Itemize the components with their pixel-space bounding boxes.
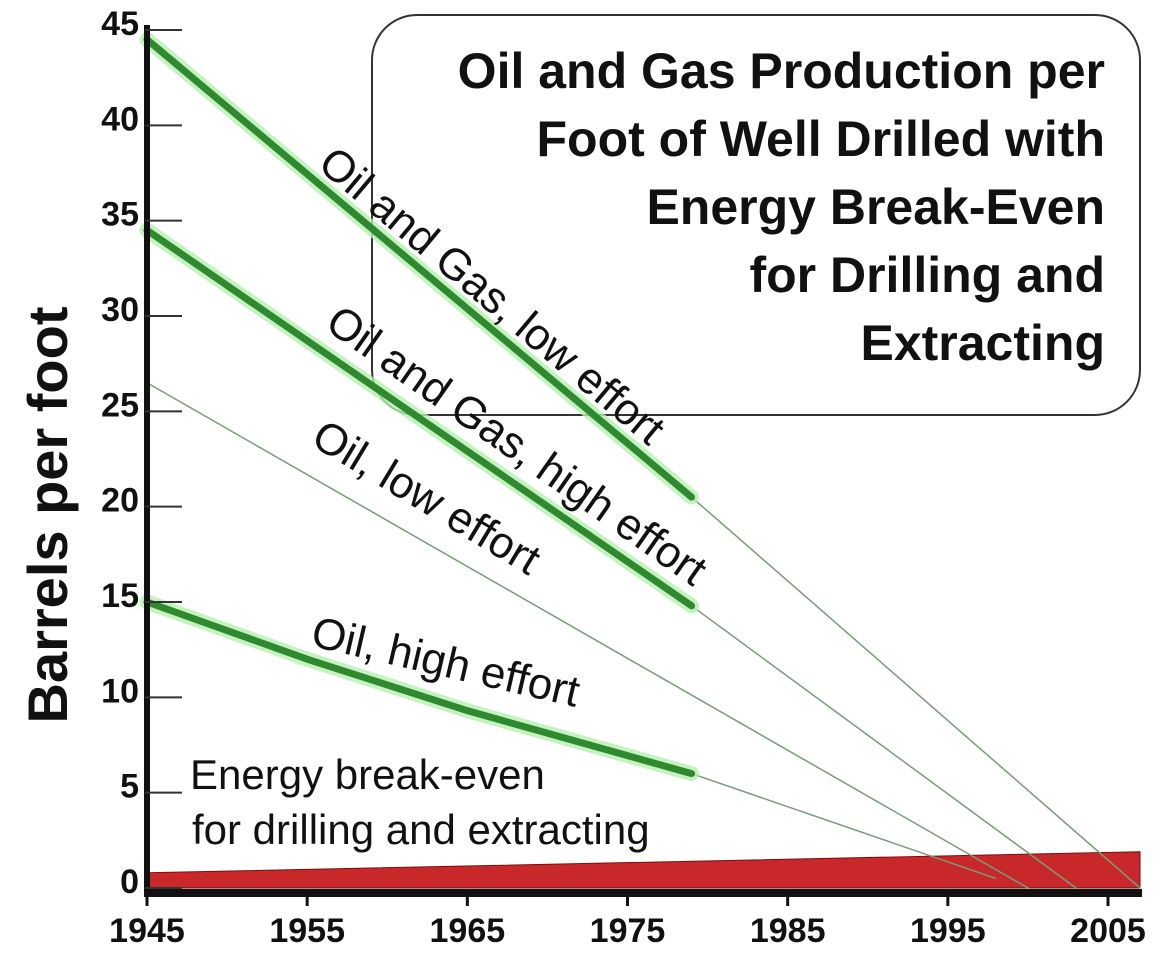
y-tick-label: 40 <box>101 100 139 138</box>
break-even-label: Energy break-even <box>190 751 545 798</box>
x-tick-label: 1975 <box>590 912 666 950</box>
title: Oil and Gas Production per Foot of Well D… <box>458 43 1105 371</box>
break-even-label: for drilling and extracting <box>192 806 650 853</box>
extrapolation-line <box>691 605 1077 889</box>
extrapolation-line <box>691 496 1141 889</box>
y-axis-label: Barrels per foot <box>16 307 79 724</box>
x-tick-label: 1995 <box>910 912 986 950</box>
chart-title: Foot of Well Drilled with <box>537 111 1105 167</box>
x-tick-label: 1945 <box>109 912 185 950</box>
y-tick-label: 45 <box>101 5 139 43</box>
y-tick-label: 25 <box>101 386 139 424</box>
y-tick-label: 10 <box>101 672 139 710</box>
chart-title: for Drilling and <box>749 247 1105 303</box>
line <box>143 226 696 610</box>
y-tick-label: 5 <box>120 768 139 806</box>
x-tick-label: 2005 <box>1070 912 1146 950</box>
y-tick-label: 30 <box>101 291 139 329</box>
line <box>143 36 696 501</box>
line <box>143 598 696 778</box>
y-tick-label: 20 <box>101 482 139 520</box>
y-tick-label: 0 <box>120 863 139 901</box>
chart-title: Energy Break-Even <box>646 179 1105 235</box>
x-tick-label: 1955 <box>269 912 345 950</box>
y-tick-label: 15 <box>101 577 139 615</box>
y-tick-label: 35 <box>101 196 139 234</box>
break-even-area <box>146 851 1141 889</box>
x-tick-label: 1985 <box>750 912 826 950</box>
x-tick-label: 1965 <box>430 912 506 950</box>
chart-title: Oil and Gas Production per <box>458 43 1105 99</box>
line <box>146 381 1029 889</box>
title-box <box>371 14 1141 416</box>
chart-title: Extracting <box>860 315 1105 371</box>
extrapolation-line <box>691 772 997 880</box>
